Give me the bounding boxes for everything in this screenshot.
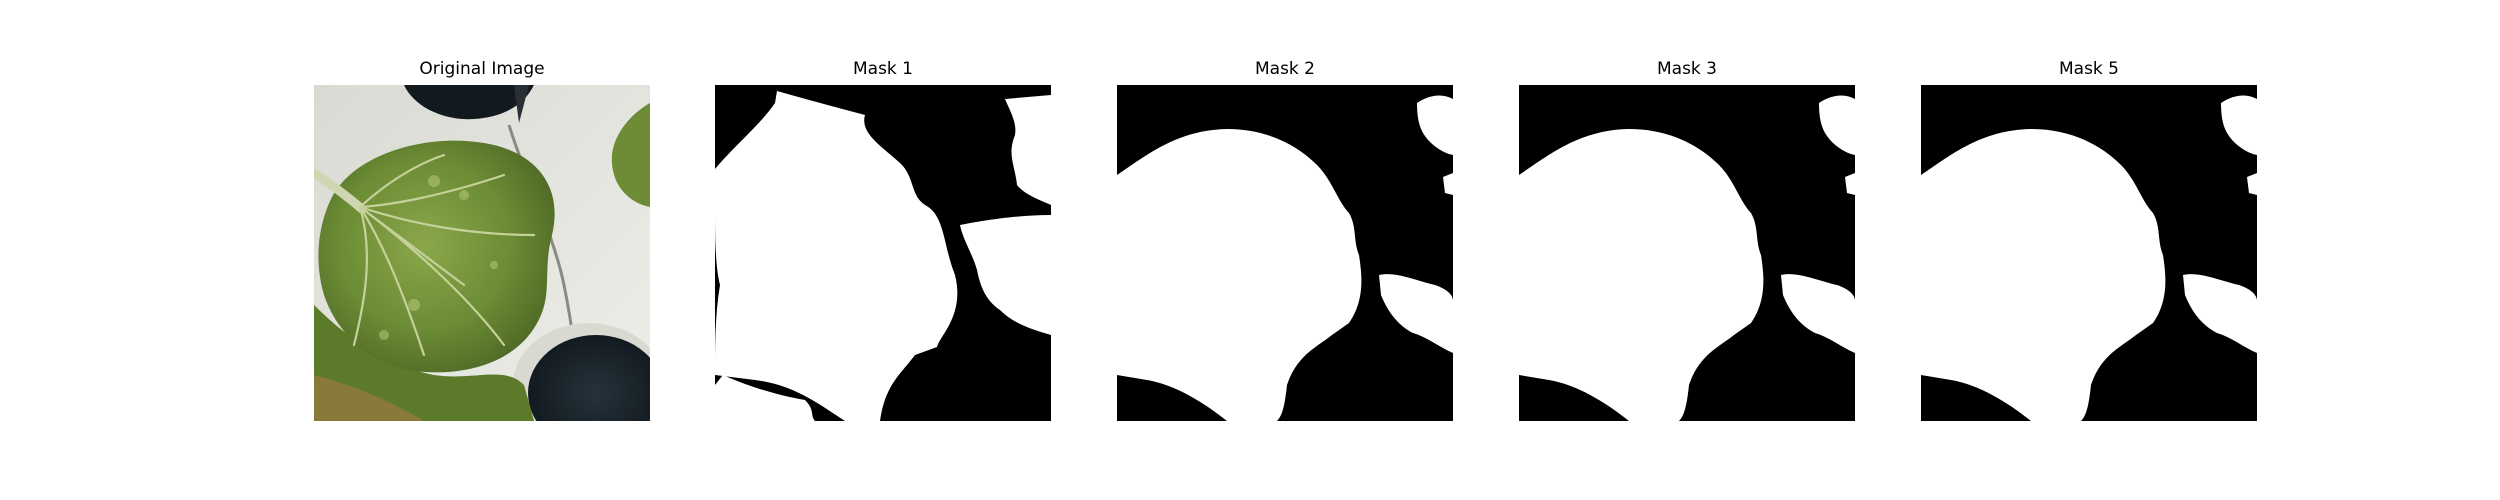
panel-original-image: Original Image [314,58,650,424]
panel-title: Original Image [419,59,545,79]
original-photo [314,85,650,421]
segmentation-mask [1921,85,2257,421]
panel-mask-3: Mask 3 [1519,58,1855,424]
panel-title: Mask 5 [2058,59,2119,79]
segmentation-mask [1117,85,1453,421]
panel-title: Mask 3 [1656,59,1717,79]
panel-mask-1: Mask 1 [715,58,1051,424]
panel-mask-5: Mask 5 [1921,58,2257,424]
segmentation-mask [1519,85,1855,421]
segmentation-mask [715,85,1051,421]
panel-title: Mask 2 [1254,59,1315,79]
panel-title: Mask 1 [852,59,913,79]
panel-mask-2: Mask 2 [1117,58,1453,424]
